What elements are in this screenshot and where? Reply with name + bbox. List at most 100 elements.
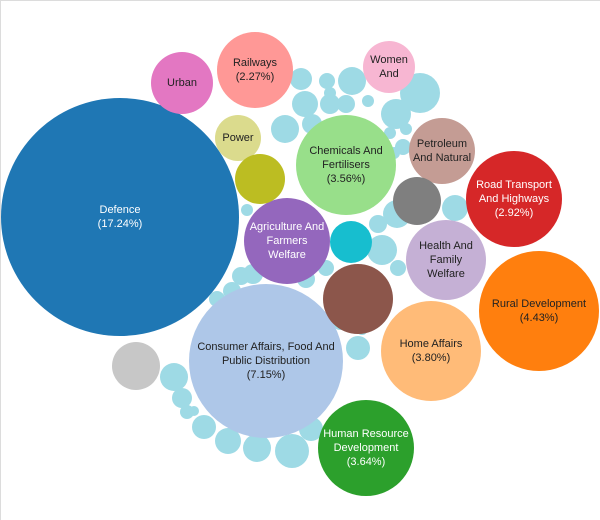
bubble-label-agri: Welfare (268, 249, 306, 261)
bubble-circle-railways[interactable] (217, 32, 293, 108)
bubble-value-hrd: (3.64%) (347, 456, 386, 468)
small-bubble[interactable] (390, 260, 406, 276)
bubble-circle-brown[interactable] (323, 264, 393, 334)
bubble-home[interactable]: Home Affairs (3.80%) (381, 301, 481, 401)
small-bubble[interactable] (232, 267, 250, 285)
bubble-circle-rural[interactable] (479, 251, 599, 371)
labeled-bubbles: Defence (17.24%) Consumer Affairs, Food An… (1, 32, 599, 496)
bubble-value-chem: (3.56%) (327, 173, 366, 185)
bubble-value-rural: (4.43%) (520, 312, 559, 324)
small-bubble[interactable] (241, 204, 253, 216)
bubble-circle-urban[interactable] (151, 52, 213, 114)
bubble-label-consumer: Consumer Affairs, Food And (197, 341, 334, 353)
bubble-railways[interactable]: Railways (2.27%) (217, 32, 293, 108)
bubble-label-urban: Urban (167, 77, 197, 89)
bubble-circle-defence[interactable] (1, 98, 239, 336)
bubble-power[interactable]: Power (215, 115, 261, 161)
bubble-circle-health[interactable] (406, 220, 486, 300)
bubble-circle-cyan[interactable] (330, 221, 372, 263)
bubble-circle-road[interactable] (466, 151, 562, 247)
bubble-grey-dark[interactable] (393, 177, 441, 225)
small-bubble[interactable] (290, 68, 312, 90)
bubble-circle-petroleum[interactable] (409, 118, 475, 184)
bubble-label-hrd: Development (334, 442, 399, 454)
bubble-value-defence: (17.24%) (98, 218, 143, 230)
bubble-circle-women[interactable] (363, 41, 415, 93)
small-bubble[interactable] (160, 363, 188, 391)
small-bubble[interactable] (172, 388, 192, 408)
small-bubbles (160, 67, 468, 468)
bubble-circle-grey-dark[interactable] (393, 177, 441, 225)
bubble-label-consumer: Public Distribution (222, 355, 310, 367)
bubble-circle-grey-light[interactable] (112, 342, 160, 390)
bubble-rural[interactable]: Rural Development (4.43%) (479, 251, 599, 371)
bubble-label-road: Road Transport (476, 179, 552, 191)
small-bubble[interactable] (442, 195, 468, 221)
small-bubble[interactable] (369, 215, 387, 233)
bubble-defence[interactable]: Defence (17.24%) (1, 98, 239, 336)
bubble-label-agri: Agriculture And (250, 221, 325, 233)
small-bubble[interactable] (243, 434, 271, 462)
bubble-circle-chem[interactable] (296, 115, 396, 215)
bubble-label-power: Power (222, 132, 254, 144)
small-bubble[interactable] (189, 406, 199, 416)
small-bubble[interactable] (271, 115, 299, 143)
bubble-cyan[interactable] (330, 221, 372, 263)
bubble-circle-hrd[interactable] (318, 400, 414, 496)
bubble-value-railways: (2.27%) (236, 71, 275, 83)
bubble-circle-consumer[interactable] (189, 284, 343, 438)
bubble-label-railways: Railways (233, 57, 278, 69)
bubble-label-health: Welfare (427, 268, 465, 280)
bubble-label-home: Home Affairs (400, 338, 463, 350)
bubble-circle-power[interactable] (215, 115, 261, 161)
bubble-circle-olive[interactable] (235, 154, 285, 204)
small-bubble[interactable] (346, 336, 370, 360)
small-bubble[interactable] (367, 235, 397, 265)
bubble-olive[interactable] (235, 154, 285, 204)
small-bubble[interactable] (338, 67, 366, 95)
bubble-circle-home[interactable] (381, 301, 481, 401)
bubble-label-defence: Defence (100, 204, 141, 216)
small-bubble[interactable] (400, 73, 440, 113)
bubble-women[interactable]: Women And (363, 41, 415, 93)
small-bubble[interactable] (337, 95, 355, 113)
small-bubble[interactable] (292, 91, 318, 117)
bubble-value-consumer: (7.15%) (247, 369, 286, 381)
small-bubble[interactable] (381, 99, 411, 129)
bubble-label-agri: Farmers (267, 235, 308, 247)
bubble-consumer[interactable]: Consumer Affairs, Food And Public Distrib… (189, 284, 343, 438)
bubble-label-health: Family (430, 254, 463, 266)
bubble-brown[interactable] (323, 264, 393, 334)
bubble-label-health: Health And (419, 240, 473, 252)
small-bubble[interactable] (275, 434, 309, 468)
bubble-label-chem: Fertilisers (322, 159, 370, 171)
bubble-hrd[interactable]: Human Resource Development (3.64%) (318, 400, 414, 496)
bubble-road[interactable]: Road Transport And Highways (2.92%) (466, 151, 562, 247)
bubble-label-women: Women (370, 54, 408, 66)
small-bubble[interactable] (400, 123, 412, 135)
bubble-value-home: (3.80%) (412, 352, 451, 364)
bubble-agri[interactable]: Agriculture And Farmers Welfare (244, 198, 330, 284)
bubble-label-road: And Highways (479, 193, 550, 205)
small-bubble[interactable] (192, 415, 216, 439)
small-bubble[interactable] (384, 127, 396, 139)
bubble-value-road: (2.92%) (495, 207, 534, 219)
bubble-grey-light[interactable] (112, 342, 160, 390)
bubble-label-women: And (379, 68, 399, 80)
bubble-health[interactable]: Health And Family Welfare (406, 220, 486, 300)
small-bubble[interactable] (320, 94, 340, 114)
bubble-label-petroleum: And Natural (413, 152, 471, 164)
bubble-label-chem: Chemicals And (309, 145, 382, 157)
bubble-label-hrd: Human Resource (323, 428, 409, 440)
small-bubble[interactable] (362, 95, 374, 107)
bubble-circle-agri[interactable] (244, 198, 330, 284)
small-bubble[interactable] (319, 73, 335, 89)
small-bubble[interactable] (215, 428, 241, 454)
bubble-urban[interactable]: Urban (151, 52, 213, 114)
bubble-petroleum[interactable]: Petroleum And Natural (409, 118, 475, 184)
bubble-label-petroleum: Petroleum (417, 138, 467, 150)
bubble-chem[interactable]: Chemicals And Fertilisers (3.56%) (296, 115, 396, 215)
bubble-label-rural: Rural Development (492, 298, 586, 310)
